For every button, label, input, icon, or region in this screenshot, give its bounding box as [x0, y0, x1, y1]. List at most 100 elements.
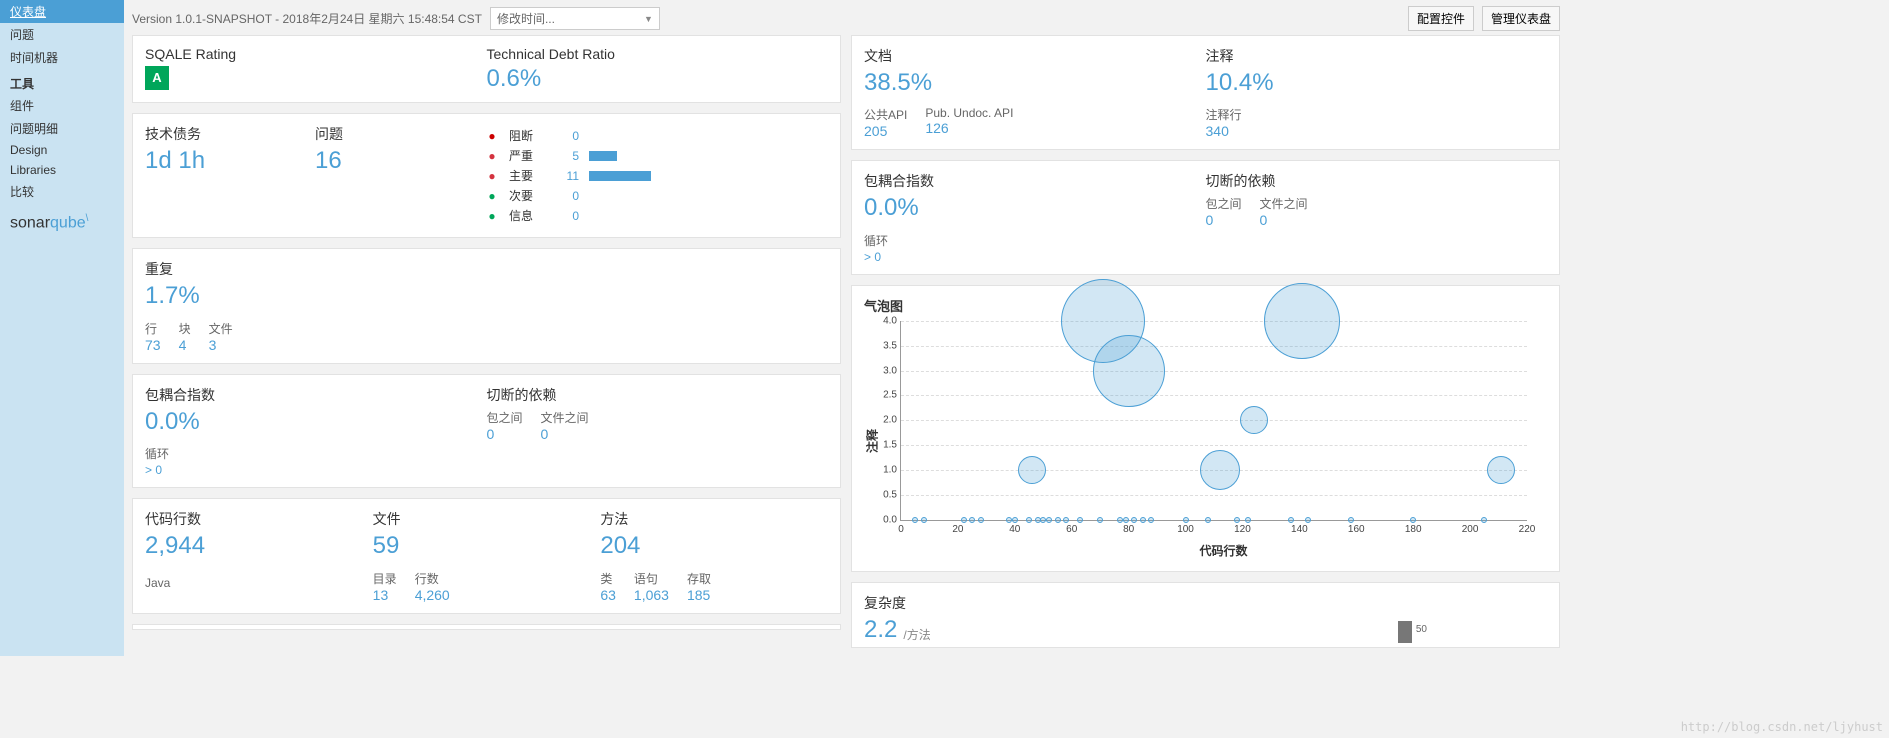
methods-value[interactable]: 204: [600, 532, 640, 559]
metric-value[interactable]: 3: [209, 337, 217, 353]
severity-row: ● 阻断 0: [485, 127, 828, 144]
topbar: Version 1.0.1-SNAPSHOT - 2018年2月24日 星期六 …: [132, 0, 1560, 35]
complexity-bar: [1398, 621, 1412, 643]
bubble-point[interactable]: [1487, 456, 1515, 484]
sidebar-item[interactable]: 组件: [0, 94, 124, 117]
bubble-point[interactable]: [1046, 517, 1052, 523]
bubble-point[interactable]: [1183, 517, 1189, 523]
metric-label: Pub. Undoc. API: [925, 106, 1013, 120]
manage-dashboard-button[interactable]: 管理仪表盘: [1482, 6, 1560, 31]
sidebar-item[interactable]: 仪表盘: [0, 0, 124, 23]
debt-title: 技术债务: [145, 124, 315, 144]
files-value[interactable]: 59: [373, 532, 400, 559]
docs-value[interactable]: 38.5%: [864, 69, 932, 96]
metric-value[interactable]: 340: [1206, 123, 1229, 139]
bubble-point[interactable]: [1410, 517, 1416, 523]
time-select[interactable]: 修改时间...▼: [490, 7, 660, 30]
tangle-r-value[interactable]: 0.0%: [864, 194, 919, 221]
y-tick: 4.0: [873, 315, 901, 326]
metric-sub: 文件之间 0: [1260, 195, 1308, 228]
sidebar-item[interactable]: 时间机器: [0, 46, 124, 69]
dup-value[interactable]: 1.7%: [145, 282, 200, 309]
bubble-point[interactable]: [1305, 517, 1311, 523]
bubble-point[interactable]: [1288, 517, 1294, 523]
metric-label: 目录: [373, 570, 397, 587]
metric-sub: 行 73: [145, 320, 161, 353]
severity-count[interactable]: 11: [555, 169, 579, 183]
bubble-point[interactable]: [1240, 406, 1268, 434]
severity-name: 阻断: [509, 127, 545, 144]
loc-value[interactable]: 2,944: [145, 532, 205, 559]
bubble-point[interactable]: [1131, 517, 1137, 523]
bubble-point[interactable]: [1077, 517, 1083, 523]
widget-loc: 代码行数 2,944 Java 文件 59 目录 13行数 4,260 方法 2…: [132, 498, 841, 613]
widget-duplication: 重复 1.7% 行 73块 4文件 3: [132, 248, 841, 363]
bubble-point[interactable]: [1148, 517, 1154, 523]
bubble-point[interactable]: [1205, 517, 1211, 523]
bubble-point[interactable]: [1140, 517, 1146, 523]
bubble-point[interactable]: [1055, 517, 1061, 523]
bubble-point[interactable]: [1063, 517, 1069, 523]
metric-value[interactable]: 1,063: [634, 587, 669, 603]
bubble-point[interactable]: [1234, 517, 1240, 523]
sidebar-item[interactable]: Libraries: [0, 160, 124, 180]
metric-value[interactable]: 0: [1206, 212, 1214, 228]
sidebar-item[interactable]: 问题明细: [0, 117, 124, 140]
comments-title: 注释: [1206, 46, 1548, 66]
metric-value[interactable]: 63: [600, 587, 616, 603]
bubble-point[interactable]: [1018, 456, 1046, 484]
metric-value[interactable]: 205: [864, 123, 887, 139]
metric-value[interactable]: 126: [925, 120, 948, 136]
sidebar-item[interactable]: 比较: [0, 180, 124, 203]
y-tick: 3.0: [873, 365, 901, 376]
complexity-value[interactable]: 2.2: [864, 617, 897, 643]
tangle-value[interactable]: 0.0%: [145, 408, 200, 435]
metric-label: 包之间: [1206, 195, 1242, 212]
cycles-value[interactable]: > 0: [145, 463, 162, 477]
issues-value[interactable]: 16: [315, 147, 342, 174]
metric-label: 行数: [415, 570, 450, 587]
metric-value[interactable]: 0: [1260, 212, 1268, 228]
comments-value[interactable]: 10.4%: [1206, 69, 1274, 96]
bubble-point[interactable]: [1348, 517, 1354, 523]
metric-sub: 文件 3: [209, 320, 233, 353]
metric-value[interactable]: 4,260: [415, 587, 450, 603]
debt-value[interactable]: 1d 1h: [145, 147, 205, 174]
metric-value[interactable]: 73: [145, 337, 161, 353]
severity-count[interactable]: 0: [555, 129, 579, 143]
sidebar-tools-header: 工具: [0, 69, 124, 94]
bubble-point[interactable]: [912, 517, 918, 523]
metric-value[interactable]: 0: [541, 426, 549, 442]
bubble-point[interactable]: [978, 517, 984, 523]
bubble-point[interactable]: [1026, 517, 1032, 523]
y-tick: 0.0: [873, 514, 901, 525]
cut-deps-r-title: 切断的依赖: [1206, 171, 1548, 191]
bubble-point[interactable]: [1245, 517, 1251, 523]
metric-value[interactable]: 0: [487, 426, 495, 442]
metric-value[interactable]: 4: [179, 337, 187, 353]
debt-ratio-value[interactable]: 0.6%: [487, 65, 542, 92]
config-widgets-button[interactable]: 配置控件: [1408, 6, 1474, 31]
bubble-point[interactable]: [1264, 283, 1340, 359]
metric-value[interactable]: 13: [373, 587, 389, 603]
severity-count[interactable]: 0: [555, 189, 579, 203]
bubble-point[interactable]: [1012, 517, 1018, 523]
metric-value[interactable]: 185: [687, 587, 710, 603]
bubble-point[interactable]: [961, 517, 967, 523]
severity-row: ● 严重 5: [485, 147, 828, 164]
severity-row: ● 主要 11: [485, 167, 828, 184]
cycles-r-value[interactable]: > 0: [864, 250, 881, 264]
bubble-point[interactable]: [1093, 335, 1165, 407]
bubble-point[interactable]: [921, 517, 927, 523]
bubble-point[interactable]: [1200, 450, 1240, 490]
sidebar-item[interactable]: Design: [0, 140, 124, 160]
sidebar-item[interactable]: 问题: [0, 23, 124, 46]
tangle-r-title: 包耦合指数: [864, 171, 1206, 191]
severity-count[interactable]: 0: [555, 209, 579, 223]
severity-count[interactable]: 5: [555, 149, 579, 163]
bubble-point[interactable]: [1481, 517, 1487, 523]
bubble-point[interactable]: [969, 517, 975, 523]
bubble-point[interactable]: [1123, 517, 1129, 523]
bubble-point[interactable]: [1097, 517, 1103, 523]
metric-sub: 注释行 340: [1206, 106, 1242, 139]
